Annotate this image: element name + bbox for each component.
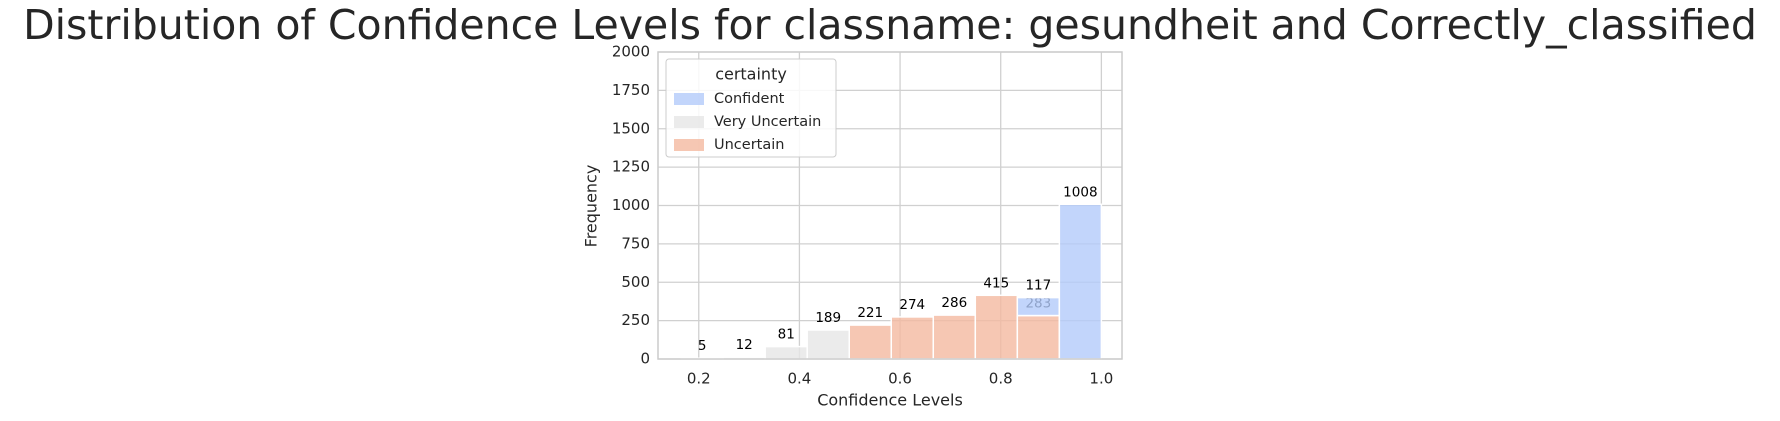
legend-swatch: [674, 93, 704, 105]
data-label: 12: [736, 337, 753, 353]
plot-frame: [657, 51, 1123, 360]
data-label: 274: [899, 297, 925, 313]
data-label: 189: [815, 310, 841, 326]
y-tick-label: 1500: [612, 119, 650, 137]
bar: [974, 294, 1019, 360]
x-axis-label: Confidence Levels: [817, 391, 963, 410]
bar: [1016, 314, 1061, 360]
legend-title: certainty: [715, 65, 787, 84]
legend-swatch: [674, 139, 704, 151]
data-label: 286: [941, 295, 967, 311]
data-label: 117: [1025, 278, 1051, 294]
bar: [806, 329, 850, 360]
y-tick-label: 2000: [612, 43, 650, 61]
data-label: 81: [778, 327, 795, 343]
legend: certainty Confident Very Uncertain Uncertai…: [665, 58, 837, 158]
y-tick-label: 500: [621, 273, 650, 291]
bar: [1016, 296, 1061, 317]
y-tick-label: 1000: [612, 196, 650, 214]
legend-label: Very Uncertain: [714, 114, 821, 130]
legend-label: Uncertain: [714, 137, 784, 153]
y-tick-label: 250: [621, 311, 650, 329]
x-tick-label: 1.0: [1089, 370, 1113, 388]
data-label: 221: [857, 305, 883, 321]
y-tick-label: 0: [640, 350, 650, 368]
x-tick-label: 0.8: [989, 370, 1013, 388]
bar: [932, 314, 977, 360]
x-tick-label: 0.6: [888, 370, 912, 388]
x-tick-label: 0.4: [787, 370, 811, 388]
data-label: 415: [983, 275, 1009, 291]
bar: [1058, 203, 1103, 360]
data-label: 1008: [1063, 184, 1097, 200]
bar: [764, 345, 808, 360]
data-label: 5: [698, 338, 707, 354]
legend-label: Confident: [714, 91, 785, 107]
bar: [890, 316, 935, 360]
legend-box: [665, 58, 837, 158]
legend-swatch: [674, 116, 704, 128]
y-axis-label: Frequency: [582, 165, 601, 248]
bar: [848, 324, 893, 360]
y-tick-label: 1750: [612, 81, 650, 99]
x-tick-label: 0.2: [687, 370, 711, 388]
y-tick-label: 750: [621, 234, 650, 252]
chart-title: Distribution of Confidence Levels for cl…: [23, 1, 1757, 49]
y-tick-label: 1250: [612, 158, 650, 176]
